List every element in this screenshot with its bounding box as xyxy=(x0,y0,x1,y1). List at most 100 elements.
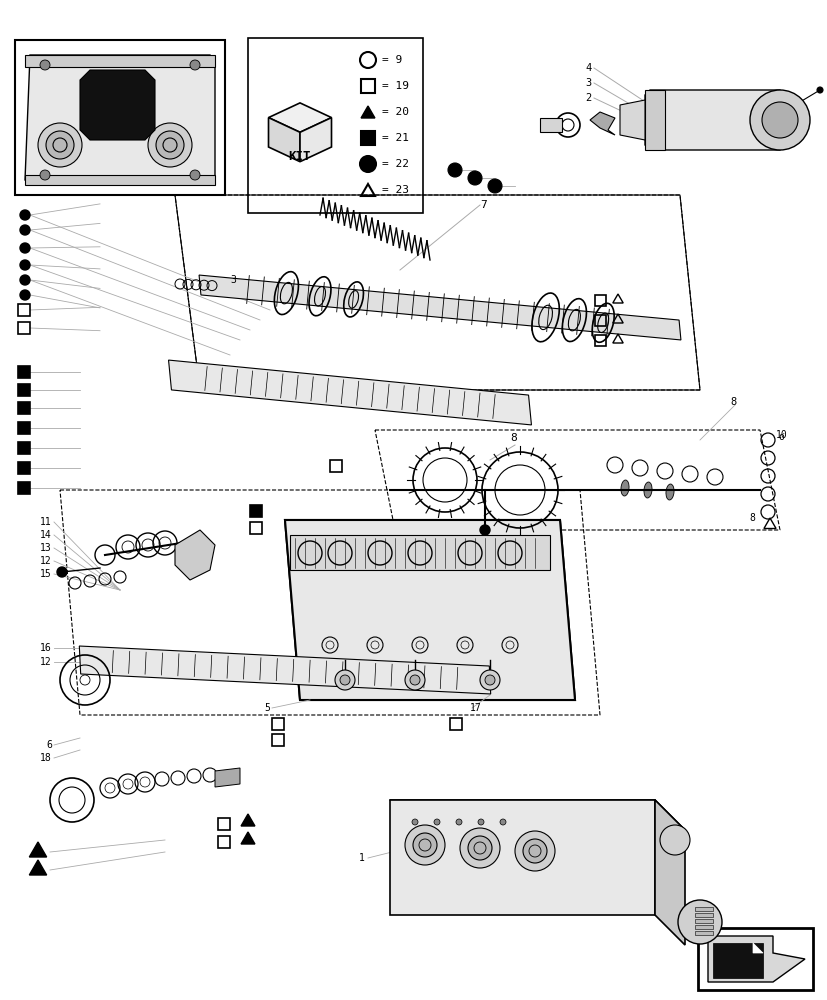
Polygon shape xyxy=(361,106,375,118)
Bar xyxy=(25,175,215,185)
Polygon shape xyxy=(539,118,562,132)
Circle shape xyxy=(57,567,67,577)
Circle shape xyxy=(485,675,495,685)
Polygon shape xyxy=(29,842,46,857)
Polygon shape xyxy=(390,800,684,830)
Circle shape xyxy=(480,525,490,535)
Text: = 22: = 22 xyxy=(381,159,409,169)
Ellipse shape xyxy=(620,480,629,496)
Bar xyxy=(18,462,30,474)
Circle shape xyxy=(20,210,30,220)
Circle shape xyxy=(404,825,444,865)
Bar xyxy=(694,919,712,923)
Text: 8: 8 xyxy=(748,513,754,523)
Circle shape xyxy=(514,831,554,871)
Circle shape xyxy=(480,670,500,690)
Bar xyxy=(289,535,549,570)
Text: 3: 3 xyxy=(585,78,590,88)
Circle shape xyxy=(467,836,491,860)
Circle shape xyxy=(360,156,375,172)
Circle shape xyxy=(20,260,30,270)
Circle shape xyxy=(155,131,184,159)
Bar xyxy=(18,482,30,494)
Bar xyxy=(218,836,230,848)
Text: = 19: = 19 xyxy=(381,81,409,91)
Text: o: o xyxy=(777,432,783,442)
Circle shape xyxy=(477,819,484,825)
Bar xyxy=(361,131,375,145)
Bar xyxy=(449,718,461,730)
Bar xyxy=(18,366,30,378)
Polygon shape xyxy=(590,112,614,135)
Circle shape xyxy=(500,819,505,825)
Circle shape xyxy=(20,225,30,235)
Circle shape xyxy=(677,900,721,944)
Bar xyxy=(330,460,342,472)
Bar xyxy=(18,322,30,334)
Circle shape xyxy=(404,670,424,690)
Polygon shape xyxy=(215,768,240,787)
Circle shape xyxy=(749,90,809,150)
Text: 11: 11 xyxy=(41,517,52,527)
Polygon shape xyxy=(619,100,644,140)
Text: = 20: = 20 xyxy=(381,107,409,117)
Bar xyxy=(18,384,30,396)
Polygon shape xyxy=(169,360,531,425)
Bar xyxy=(697,928,812,990)
Circle shape xyxy=(38,123,82,167)
Polygon shape xyxy=(268,103,331,132)
Circle shape xyxy=(433,819,439,825)
Text: 4: 4 xyxy=(585,63,590,73)
Circle shape xyxy=(460,828,500,868)
Circle shape xyxy=(412,819,418,825)
Polygon shape xyxy=(712,943,762,978)
Polygon shape xyxy=(80,70,155,140)
Bar xyxy=(694,913,712,917)
Bar xyxy=(694,925,712,929)
Bar xyxy=(250,505,261,517)
Text: 13: 13 xyxy=(41,543,52,553)
Bar xyxy=(272,718,284,730)
Text: 1: 1 xyxy=(359,853,365,863)
Circle shape xyxy=(148,123,192,167)
Circle shape xyxy=(40,60,50,70)
Bar xyxy=(25,55,215,67)
Polygon shape xyxy=(654,800,684,945)
Bar xyxy=(595,315,605,326)
Bar xyxy=(18,402,30,414)
Polygon shape xyxy=(644,90,664,150)
Circle shape xyxy=(413,833,437,857)
Text: 17: 17 xyxy=(470,703,481,713)
Polygon shape xyxy=(79,646,490,694)
Bar xyxy=(272,734,284,746)
Text: 2: 2 xyxy=(585,93,590,103)
Polygon shape xyxy=(752,943,762,953)
Bar xyxy=(250,522,261,534)
Circle shape xyxy=(761,102,797,138)
Text: 18: 18 xyxy=(41,753,52,763)
Circle shape xyxy=(20,275,30,285)
Bar xyxy=(18,442,30,454)
Circle shape xyxy=(20,243,30,253)
Text: 8: 8 xyxy=(729,397,735,407)
Text: 15: 15 xyxy=(41,569,52,579)
Polygon shape xyxy=(284,520,574,700)
Circle shape xyxy=(335,670,355,690)
Circle shape xyxy=(523,839,547,863)
Circle shape xyxy=(40,170,50,180)
Text: 3: 3 xyxy=(230,275,236,285)
Text: 16: 16 xyxy=(41,643,52,653)
Polygon shape xyxy=(198,275,680,340)
Polygon shape xyxy=(284,520,574,700)
Text: 7: 7 xyxy=(480,200,486,210)
Text: = 23: = 23 xyxy=(381,185,409,195)
Text: = 9: = 9 xyxy=(381,55,402,65)
Text: 12: 12 xyxy=(41,556,52,566)
Bar xyxy=(18,304,30,316)
Circle shape xyxy=(659,825,689,855)
Text: 12: 12 xyxy=(41,657,52,667)
Bar xyxy=(248,38,423,213)
Text: = 21: = 21 xyxy=(381,133,409,143)
Circle shape xyxy=(20,290,30,300)
Polygon shape xyxy=(241,832,255,844)
